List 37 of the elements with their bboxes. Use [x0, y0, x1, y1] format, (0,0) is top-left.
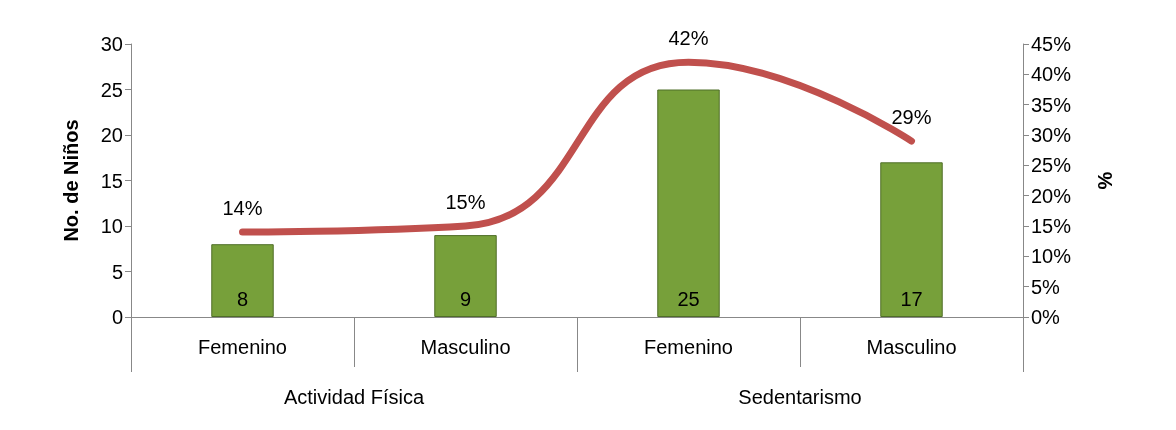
data-label: 14% — [222, 197, 263, 220]
y-axis-title: No. de Niños — [60, 119, 82, 242]
bar — [434, 235, 497, 317]
y-tick-label: 0 — [111, 306, 123, 328]
x-tick-label: Masculino — [420, 336, 511, 358]
data-label: 25 — [677, 288, 700, 310]
y2-tick-label: 10% — [1031, 245, 1072, 268]
data-label: 9 — [459, 288, 472, 310]
y-tick-label: 30 — [100, 33, 123, 55]
bar — [211, 244, 274, 317]
y2-tick-label: 25% — [1031, 154, 1072, 177]
y-tick-label: 15 — [100, 169, 123, 192]
y2-tick-label: 35% — [1031, 93, 1072, 116]
y2-tick-label: 30% — [1031, 124, 1072, 146]
text: Actividad Física — [283, 386, 425, 408]
y2-tick-label: 45% — [1031, 33, 1072, 55]
y2-tick-label: 0% — [1031, 306, 1061, 328]
y-tick-label: 20 — [100, 124, 123, 146]
x-tick-label: Femenino — [198, 336, 287, 358]
y2-tick-label: 15% — [1031, 215, 1072, 237]
data-label: 8 — [236, 288, 249, 310]
y2-tick-label: 20% — [1031, 184, 1072, 207]
text: Sedentarismo — [738, 386, 862, 408]
y2-axis-title: % — [1094, 171, 1116, 190]
y2-tick-label: 40% — [1031, 63, 1072, 86]
data-label: 42% — [668, 27, 709, 50]
x-tick-label: Femenino — [644, 336, 733, 358]
data-label: 29% — [891, 106, 932, 129]
x-tick-label: Masculino — [866, 336, 957, 358]
data-label: 17 — [900, 288, 923, 310]
y-tick-label: 5 — [111, 260, 123, 283]
y2-tick-label: 5% — [1031, 275, 1061, 298]
y-tick-label: 25 — [100, 78, 123, 101]
data-label: 15% — [445, 191, 486, 213]
bar — [657, 89, 720, 317]
y-tick-label: 10 — [100, 215, 123, 237]
bar — [880, 162, 943, 317]
